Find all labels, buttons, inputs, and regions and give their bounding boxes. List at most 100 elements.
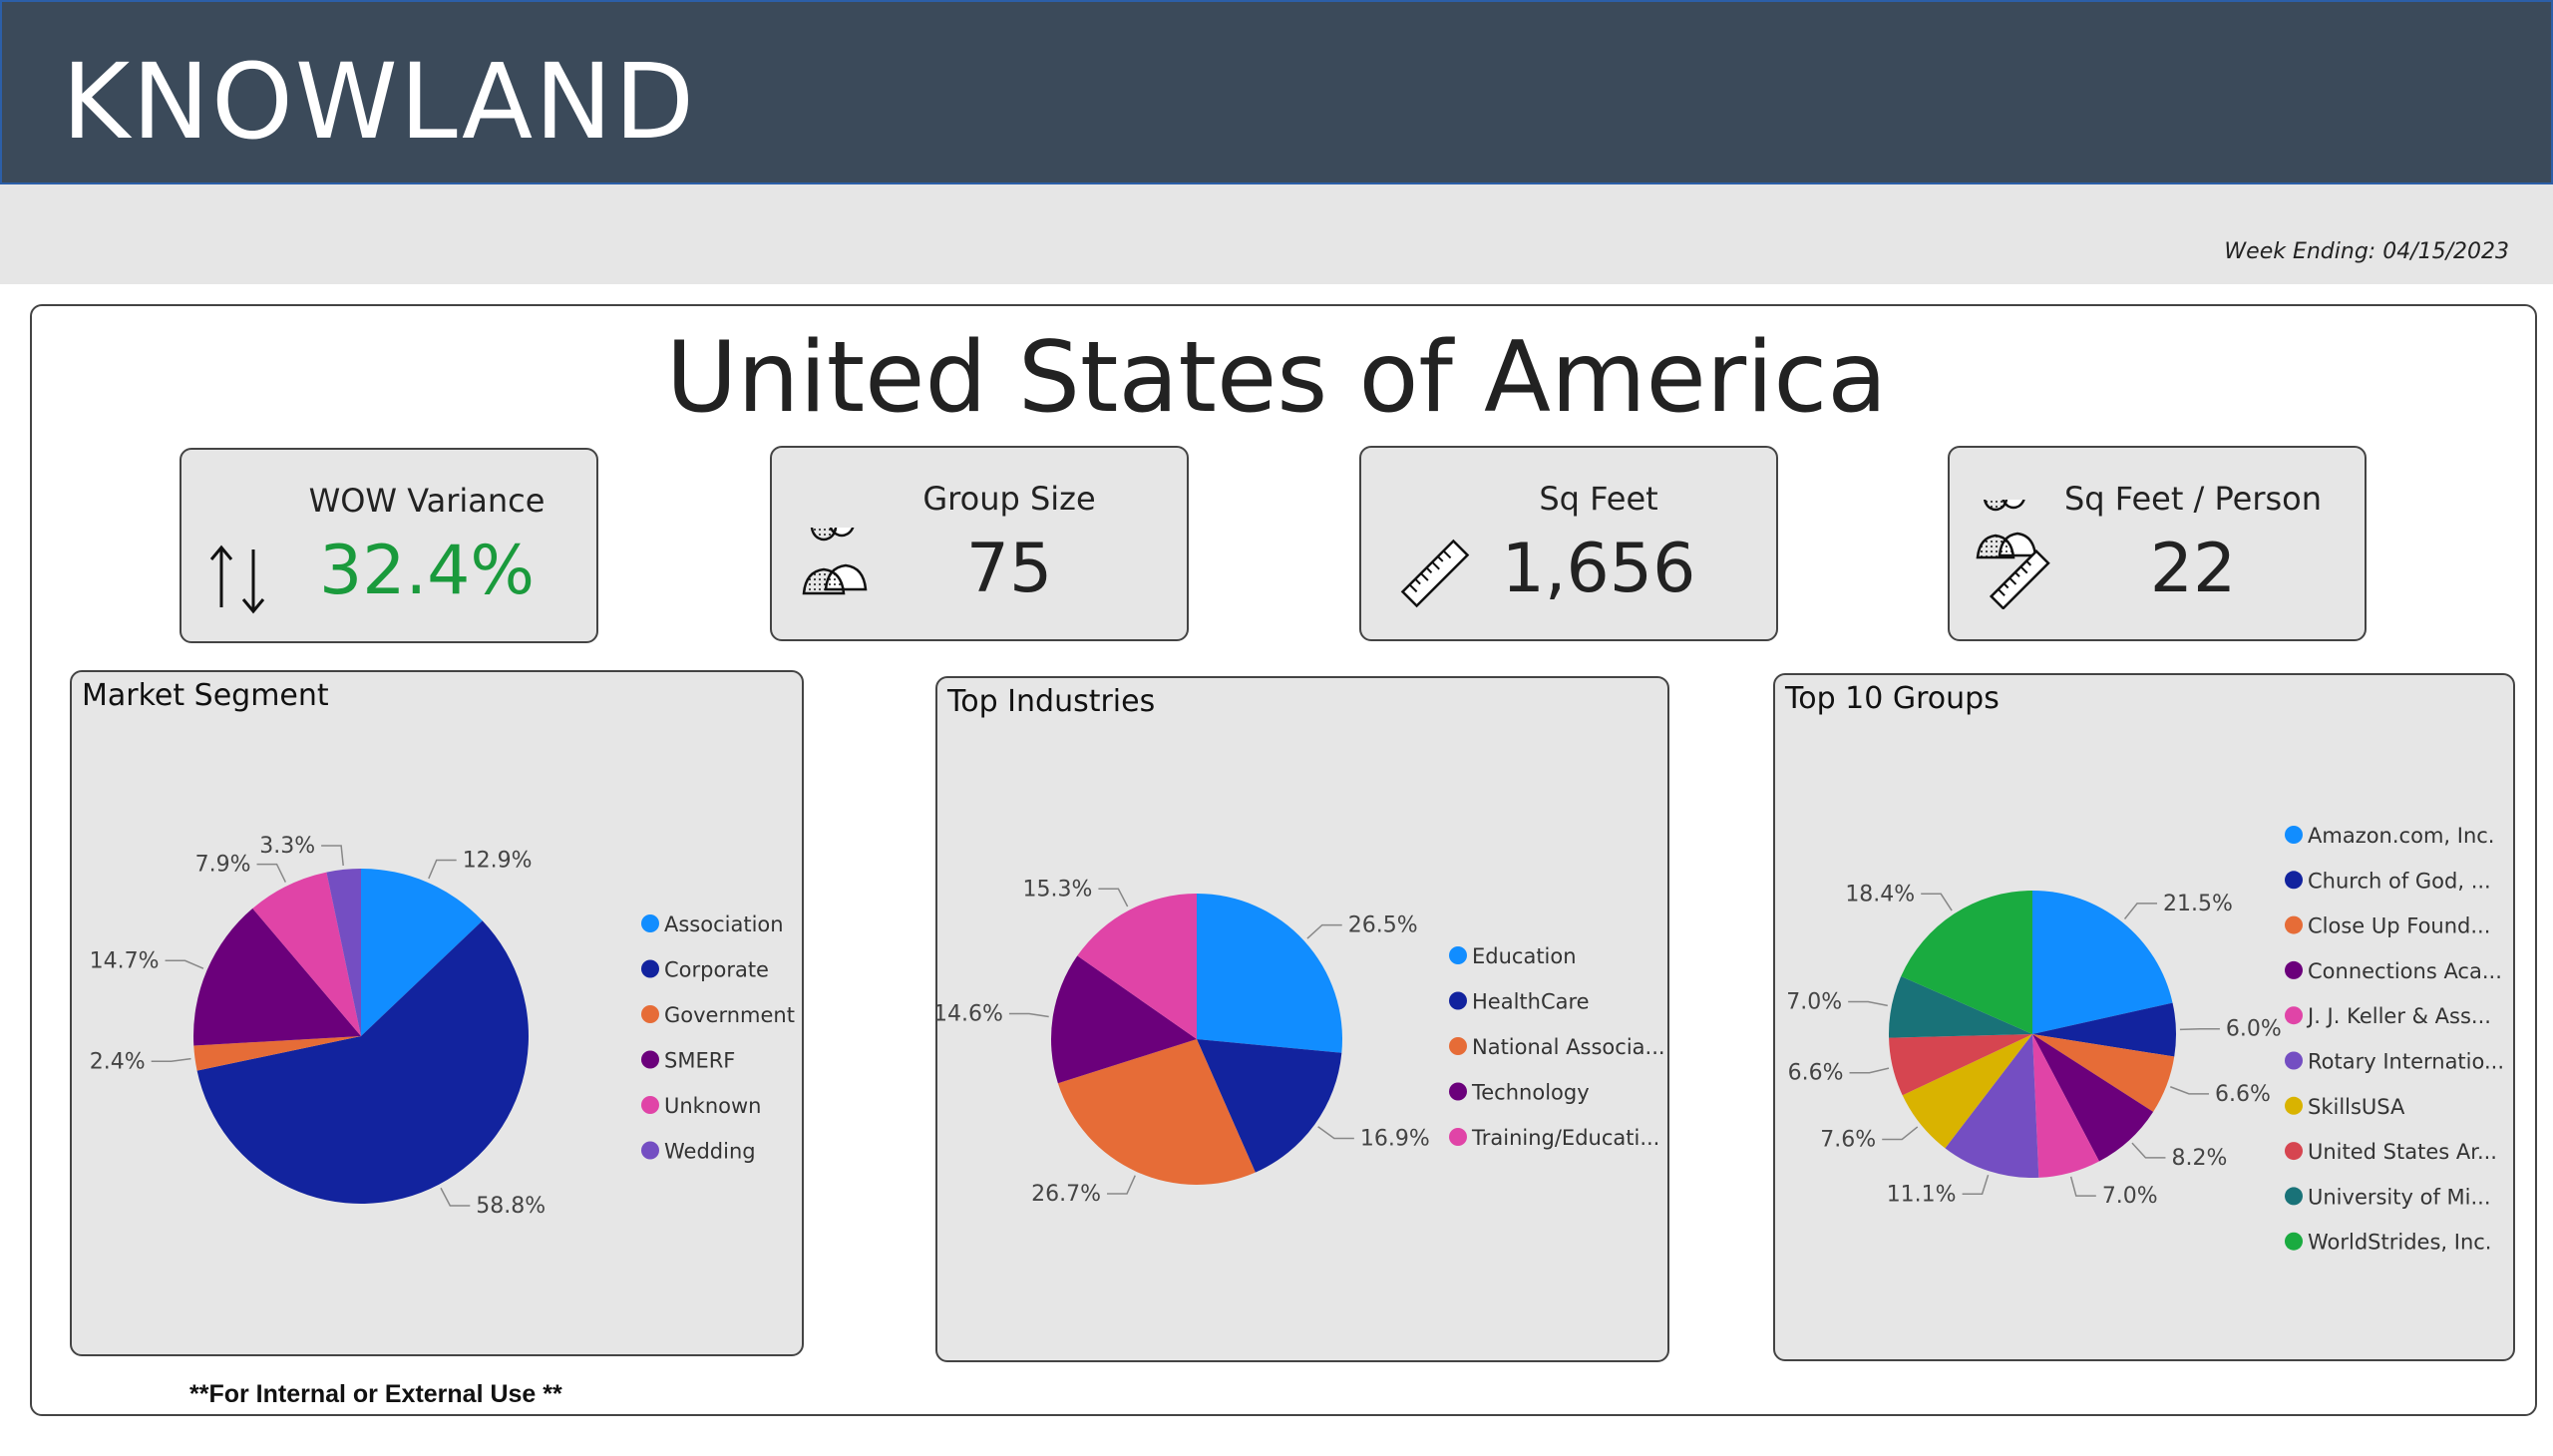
legend-item[interactable]: Technology — [1471, 1081, 1590, 1105]
pie-slice[interactable] — [361, 869, 483, 1036]
kpi-card-wow-variance: WOW Variance 32.4% — [180, 448, 598, 643]
pie-slice[interactable] — [193, 1036, 361, 1071]
top-industries-pie-chart: 26.5% 16.9% 26.7% 14.6% 15.3% Education Health… — [937, 877, 1665, 1207]
kpi-value: 22 — [2149, 530, 2237, 608]
pie-slice[interactable] — [1889, 1034, 2032, 1096]
pie-slice[interactable] — [1197, 894, 1342, 1053]
legend-item[interactable]: Rotary Internatio... — [2308, 1050, 2504, 1074]
usage-disclaimer: **For Internal or External Use ** — [189, 1380, 562, 1408]
data-label: 3.3% — [259, 834, 315, 859]
legend-marker[interactable] — [641, 914, 659, 932]
data-label: 11.1% — [1887, 1182, 1957, 1207]
kpi-card-sq-feet: Sq Feet 1,656 — [1359, 446, 1778, 641]
data-label: 16.9% — [1360, 1126, 1430, 1151]
leader-line — [1098, 888, 1129, 908]
data-label: 7.0% — [1786, 989, 1842, 1014]
legend-marker[interactable] — [2285, 1232, 2303, 1251]
legend-marker[interactable] — [641, 1005, 659, 1023]
legend-marker[interactable] — [2285, 1187, 2303, 1206]
legend-item[interactable]: SMERF — [664, 1049, 735, 1073]
legend-item[interactable]: Education — [1472, 944, 1577, 968]
pie-slice[interactable] — [1902, 1034, 2032, 1149]
legend-marker[interactable] — [2285, 960, 2303, 979]
pie-slice[interactable] — [1889, 975, 2032, 1038]
pie-slice[interactable] — [2032, 1034, 2099, 1178]
data-label: 26.5% — [1348, 913, 1418, 938]
pie-slice[interactable] — [2032, 891, 2173, 1034]
page-title: United States of America — [665, 321, 1888, 435]
data-label: 14.7% — [90, 948, 160, 973]
people-icon — [802, 528, 868, 595]
legend-marker[interactable] — [641, 1096, 659, 1114]
pie-slice[interactable] — [1901, 891, 2032, 1034]
legend-item[interactable]: WorldStrides, Inc. — [2308, 1231, 2491, 1255]
legend-item[interactable]: National Associa... — [1472, 1035, 1665, 1059]
legend-marker[interactable] — [2285, 1096, 2303, 1115]
data-label: 58.8% — [476, 1194, 546, 1219]
data-label: 2.4% — [90, 1049, 146, 1074]
legend-marker[interactable] — [2285, 1006, 2303, 1025]
legend-marker[interactable] — [641, 1050, 659, 1069]
kpi-value: 1,656 — [1501, 530, 1696, 608]
pie-slice[interactable] — [193, 908, 361, 1046]
legend-marker[interactable] — [1449, 1082, 1467, 1101]
brand-logo-text: KNOWLAND — [62, 41, 697, 163]
data-label: 26.7% — [1031, 1182, 1101, 1207]
leader-line — [1107, 1175, 1136, 1195]
pie-slice[interactable] — [2032, 1034, 2154, 1162]
pie-slice[interactable] — [1051, 955, 1197, 1084]
legend-marker[interactable] — [641, 1141, 659, 1160]
pie-slice[interactable] — [2032, 1002, 2176, 1057]
leader-line — [1921, 893, 1953, 911]
legend-item[interactable]: Amazon.com, Inc. — [2308, 824, 2494, 848]
legend-item[interactable]: Church of God, ... — [2308, 869, 2491, 893]
legend-marker[interactable] — [1449, 1128, 1467, 1146]
data-label: 7.6% — [1820, 1127, 1876, 1152]
kpi-value: 75 — [965, 530, 1053, 608]
pie-slice[interactable] — [1197, 1039, 1342, 1173]
data-label: 8.2% — [2171, 1146, 2227, 1171]
legend-marker[interactable] — [2285, 1142, 2303, 1161]
people-ruler-icon — [1976, 500, 2050, 609]
legend-item[interactable]: Association — [664, 912, 784, 936]
legend-item[interactable]: United States Ar... — [2308, 1140, 2497, 1164]
leader-line — [2069, 1176, 2096, 1197]
legend-item[interactable]: University of Mi... — [2308, 1185, 2491, 1209]
legend-marker[interactable] — [1449, 1037, 1467, 1055]
pie-slice[interactable] — [252, 872, 361, 1036]
legend-marker[interactable] — [2285, 915, 2303, 934]
legend-marker[interactable] — [2285, 1051, 2303, 1070]
legend-item[interactable]: J. J. Keller & Ass... — [2306, 1004, 2491, 1028]
legend-item[interactable]: Unknown — [664, 1094, 761, 1118]
legend-item[interactable]: Government — [664, 1003, 795, 1027]
top-industries-panel: Top Industries 26.5% 16.9% 26.7% 14.6% 15.3%… — [935, 676, 1669, 1362]
top-10-groups-panel: Top 10 Groups 21.5% 6.0% 6.6% 8.2% 7.0% 11.1%… — [1773, 673, 2515, 1361]
legend-item[interactable]: Connections Aca... — [2308, 959, 2502, 983]
data-label: 6.6% — [2215, 1082, 2271, 1107]
pie-slice[interactable] — [196, 920, 529, 1204]
legend-item[interactable]: Training/Educati... — [1471, 1126, 1659, 1150]
data-label: 18.4% — [1845, 882, 1915, 907]
legend-marker[interactable] — [641, 959, 659, 978]
pie-slice[interactable] — [1057, 1039, 1256, 1185]
data-label: 21.5% — [2163, 892, 2233, 916]
pie-slice[interactable] — [2032, 1034, 2175, 1112]
kpi-label: WOW Variance — [308, 482, 546, 520]
leader-line — [440, 1187, 471, 1207]
legend-marker[interactable] — [2285, 826, 2303, 844]
legend-item[interactable]: HealthCare — [1472, 990, 1590, 1014]
legend-marker[interactable] — [1449, 946, 1467, 964]
pie-slice[interactable] — [1945, 1034, 2039, 1178]
legend-item[interactable]: Wedding — [664, 1140, 756, 1164]
legend-item[interactable]: Corporate — [664, 958, 769, 982]
pie-slice[interactable] — [326, 869, 361, 1036]
pie-slice[interactable] — [1077, 894, 1197, 1039]
legend-marker[interactable] — [1449, 991, 1467, 1010]
data-label: 15.3% — [1023, 877, 1093, 902]
leader-line — [321, 845, 344, 867]
chart-title: Top 10 Groups — [1785, 681, 2000, 716]
legend-item[interactable]: Close Up Found... — [2308, 914, 2490, 938]
ruler-icon — [1400, 539, 1470, 608]
legend-marker[interactable] — [2285, 871, 2303, 890]
legend-item[interactable]: SkillsUSA — [2308, 1095, 2405, 1119]
